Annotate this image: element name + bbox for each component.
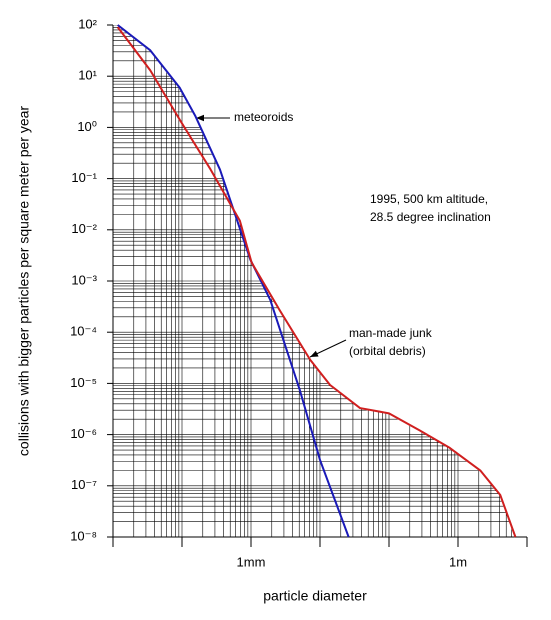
- x-tick-label: 1mm: [237, 554, 266, 569]
- series-line: [117, 24, 350, 538]
- y-tick-label: 10⁻¹: [71, 170, 97, 185]
- y-tick-label: 10²: [78, 16, 97, 31]
- y-tick-label: 10⁻⁴: [70, 324, 97, 339]
- annotation: (orbital debris): [349, 344, 426, 358]
- y-axis-label: collisions with bigger particles per squ…: [16, 106, 32, 456]
- y-tick-label: 10⁻⁵: [70, 375, 97, 390]
- y-tick-label: 10⁻²: [71, 221, 97, 236]
- x-tick-label: 1m: [449, 554, 467, 569]
- y-tick-label: 10¹: [78, 68, 97, 83]
- annotation: 1995, 500 km altitude,: [370, 192, 488, 206]
- y-tick-label: 10⁻⁶: [70, 426, 97, 441]
- annotation: man-made junk: [349, 326, 433, 340]
- y-tick-label: 10⁻⁸: [70, 528, 97, 543]
- annotation: 28.5 degree inclination: [370, 210, 491, 224]
- y-tick-label: 10⁻³: [71, 272, 97, 287]
- y-tick-label: 10⁰: [77, 119, 97, 134]
- annotation: meteoroids: [234, 110, 293, 124]
- series-line: [116, 26, 517, 538]
- x-axis-label: particle diameter: [263, 588, 367, 604]
- arrow: [309, 339, 347, 358]
- y-tick-label: 10⁻⁷: [71, 477, 97, 492]
